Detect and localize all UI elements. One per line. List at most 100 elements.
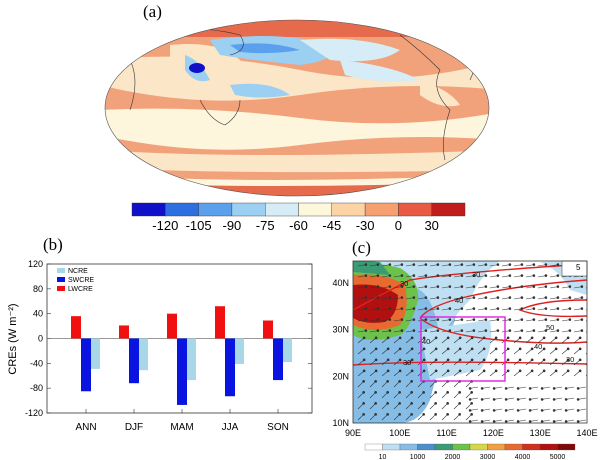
wind-vector	[441, 392, 448, 399]
wind-vector	[518, 386, 527, 389]
legend-label: LWCRE	[68, 286, 93, 293]
wind-vector-head	[508, 329, 512, 332]
wind-vector	[357, 286, 366, 289]
regional-map	[353, 261, 587, 423]
wind-vector	[417, 381, 424, 388]
wind-vector	[381, 414, 388, 421]
bar-ncre	[91, 338, 100, 369]
contour-labels: 30 30 40 40 50 40 30 30	[400, 270, 574, 367]
colorbar-swatch	[364, 443, 383, 451]
lat-tick-label: 20N	[332, 371, 349, 381]
wind-vector	[369, 275, 378, 278]
wind-vector-head	[386, 347, 390, 351]
wind-vector-head	[362, 402, 365, 405]
wind-vector-head	[506, 347, 510, 351]
wind-vector-head	[544, 307, 548, 310]
wind-vector-head	[470, 369, 474, 373]
wind-vector	[441, 337, 449, 344]
wind-vector	[530, 397, 539, 400]
wind-vector-head	[388, 329, 392, 332]
wind-vector	[549, 286, 558, 289]
wind-vector-head	[532, 285, 536, 288]
wind-vector-head	[518, 369, 522, 373]
wind-vector	[489, 348, 497, 355]
wind-vector	[470, 386, 479, 389]
wind-vector-head	[540, 387, 544, 390]
wind-vector-head	[412, 274, 416, 277]
wind-vector	[417, 403, 424, 410]
bar-lwcre	[263, 320, 273, 339]
wind-vector-head	[528, 398, 532, 401]
wind-vector	[513, 330, 522, 333]
wind-vector	[525, 359, 533, 366]
wind-vector-head	[484, 263, 488, 266]
wind-vector	[465, 264, 474, 267]
wind-vector-head	[472, 307, 476, 310]
wind-vector-head	[578, 347, 582, 351]
wind-vector	[566, 419, 575, 422]
wind-vector	[357, 348, 365, 355]
wind-vector	[573, 319, 582, 322]
wind-vector	[566, 408, 575, 411]
wind-vector	[453, 286, 462, 289]
wind-vector	[494, 397, 503, 400]
wind-vector	[429, 308, 438, 311]
wind-vector-head	[496, 285, 500, 288]
wind-vector-head	[544, 274, 548, 277]
wind-vector-head	[554, 369, 558, 373]
wind-vector	[530, 408, 539, 411]
wind-vector-head	[494, 369, 498, 373]
wind-vector	[405, 319, 414, 322]
wind-vector	[525, 370, 533, 377]
wind-vector	[470, 419, 479, 422]
colorbar-tick-label: -45	[322, 218, 341, 233]
wind-vector-head	[410, 369, 414, 373]
colorbar-swatch	[557, 443, 576, 451]
wind-vector	[417, 264, 426, 267]
y-tick-label: 120	[28, 259, 43, 269]
wind-vector	[453, 381, 460, 388]
wind-vector-head	[568, 285, 572, 288]
wind-vector	[393, 370, 401, 377]
wind-vector-head	[528, 420, 532, 423]
wind-vector-head	[386, 391, 389, 394]
globe-outline	[104, 19, 490, 197]
colorbar-c: 10 1000 2000 3000 4000 5000	[364, 443, 576, 460]
wind-vector	[494, 408, 503, 411]
wind-vector-head	[446, 413, 449, 416]
colorbar-swatch	[399, 443, 418, 451]
wind-vector-head	[564, 409, 568, 412]
wind-vector	[561, 308, 570, 311]
wind-vector	[537, 370, 545, 377]
wind-vector	[494, 419, 503, 422]
wind-vector-head	[376, 296, 380, 299]
wind-vector-head	[448, 318, 452, 321]
wind-vector	[501, 264, 510, 267]
wind-vector-head	[398, 358, 402, 362]
bar-chart: 120 80 40 0 -40 -80 -120 ANN DJF MAM JJA SON NCRE SWC…	[25, 259, 313, 433]
wind-vector-head	[554, 336, 558, 340]
wind-vector-head	[578, 369, 582, 373]
colorbar-tick-label: 2000	[445, 454, 461, 460]
wind-vector-head	[520, 307, 524, 310]
wind-vector	[381, 381, 388, 388]
wind-vector-head	[472, 329, 476, 332]
colorbar-tick-label: 3000	[480, 454, 496, 460]
wind-vector-head	[364, 274, 368, 277]
wind-vector-head	[482, 347, 486, 351]
colorbar-tick-label: -75	[256, 218, 275, 233]
wind-vector-head	[386, 358, 390, 362]
wind-vector-head	[508, 307, 512, 310]
wind-vector	[429, 319, 438, 322]
wind-vector-head	[544, 285, 548, 288]
wind-vector	[537, 337, 545, 344]
wind-vector-head	[458, 413, 461, 416]
wind-vector-head	[436, 285, 440, 288]
wind-vector-head	[518, 358, 522, 362]
wind-vector	[441, 359, 449, 366]
wind-vector-head	[448, 296, 452, 299]
wind-vector	[393, 275, 402, 278]
wind-vector-head	[388, 285, 392, 288]
wind-vector-head	[422, 358, 426, 362]
